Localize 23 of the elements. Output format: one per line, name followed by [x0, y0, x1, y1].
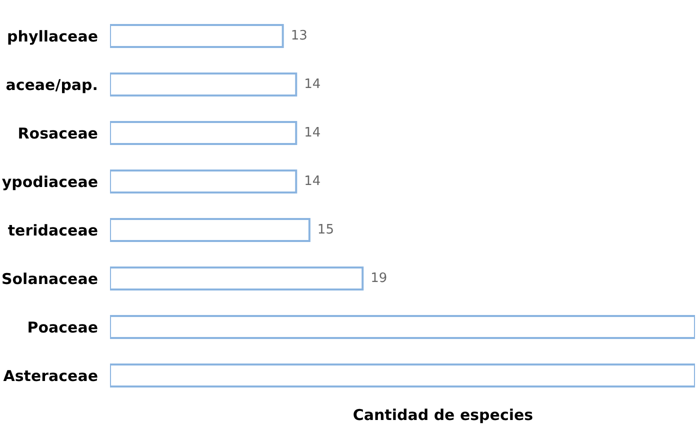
bar — [110, 315, 695, 339]
y-tick-label: phyllaceae — [7, 28, 98, 46]
y-tick-label: Rosaceae — [18, 124, 98, 143]
data-label: 15 — [317, 222, 334, 238]
y-tick-label: Poaceae — [27, 318, 98, 337]
bar — [110, 72, 298, 96]
y-tick-label: Asteraceae — [3, 367, 98, 386]
y-tick-label: teridaceae — [8, 222, 98, 240]
data-label: 13 — [290, 28, 308, 44]
data-label: 14 — [304, 174, 321, 189]
bar — [110, 24, 284, 48]
data-label: 14 — [304, 126, 321, 140]
data-label: 14 — [304, 77, 321, 92]
bar — [110, 121, 298, 145]
bar — [110, 364, 695, 388]
bar — [110, 266, 364, 290]
y-tick-label: ypodiaceae — [2, 173, 98, 192]
y-tick-label: Solanaceae — [1, 270, 98, 288]
bar — [110, 170, 298, 194]
x-axis-title: Cantidad de especies — [352, 406, 534, 424]
data-label: 19 — [370, 271, 388, 286]
bar — [110, 218, 310, 242]
y-tick-label: aceae/pap. — [6, 76, 98, 94]
